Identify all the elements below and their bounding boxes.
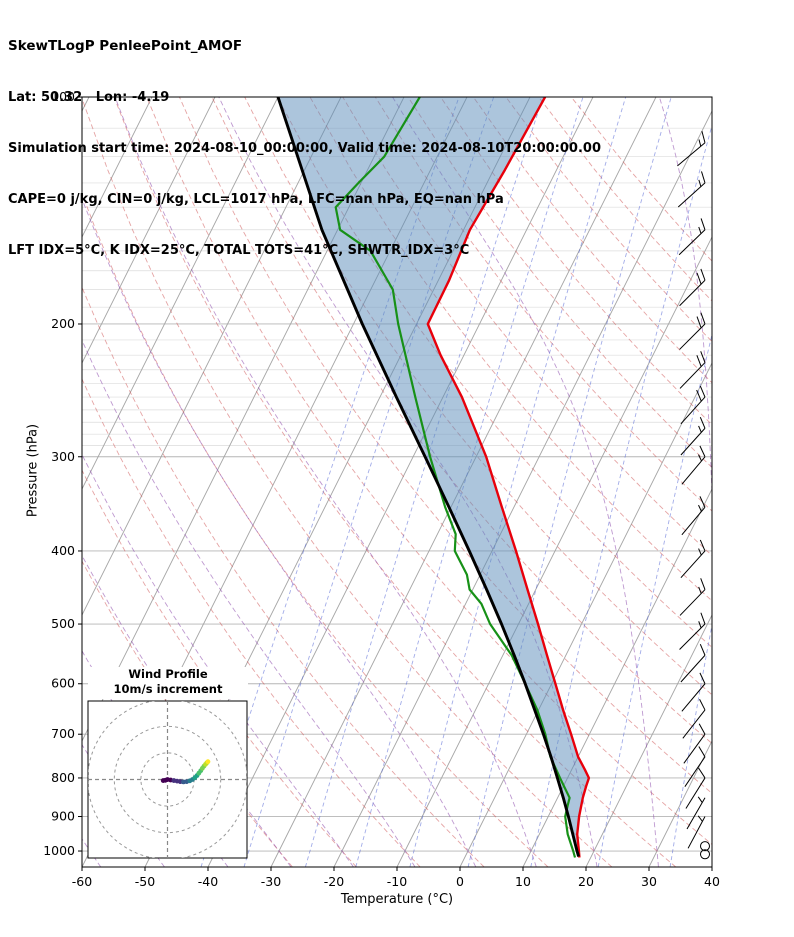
page-title: SkewTLogP PenleePoint_AMOF <box>8 38 243 54</box>
y-tick-label: 600 <box>51 676 75 691</box>
wind-barbs <box>677 131 710 860</box>
x-tick-label: 30 <box>641 874 657 889</box>
y-tick-label: 100 <box>51 89 75 104</box>
x-tick-label: -50 <box>135 874 155 889</box>
y-tick-label: 900 <box>51 809 75 824</box>
dewpoint-curve <box>334 97 577 858</box>
chart-header: SkewTLogP PenleePoint_AMOF Lat: 50.32 Lo… <box>8 4 601 293</box>
x-tick-label: 40 <box>704 874 720 889</box>
y-tick-label: 800 <box>51 770 75 785</box>
header-latlon: Lat: 50.32 Lon: -4.19 <box>8 90 170 105</box>
x-tick-label: -60 <box>72 874 92 889</box>
temperature-curve <box>426 97 591 858</box>
profile-curves <box>276 97 591 858</box>
x-tick-label: 0 <box>456 874 464 889</box>
hodograph-title: Wind Profile 10m/s increment <box>88 667 248 699</box>
x-tick-label: 20 <box>578 874 594 889</box>
y-tick-label: 500 <box>51 616 75 631</box>
hodograph-title-line1: Wind Profile <box>128 667 208 681</box>
x-tick-label: -20 <box>324 874 344 889</box>
y-tick-label: 1000 <box>43 843 75 858</box>
y-tick-label: 200 <box>51 316 75 331</box>
hodograph-title-line2: 10m/s increment <box>113 682 223 696</box>
x-tick-label: -40 <box>198 874 218 889</box>
cin-shaded-area <box>278 97 589 858</box>
axes: -60 -50 -40 -30 -20 -10 0 10 20 30 40 100 200 300 400 5… <box>43 89 720 889</box>
calm-wind-circle <box>700 841 710 852</box>
y-tick-label: 400 <box>51 543 75 558</box>
y-tick-label: 700 <box>51 726 75 741</box>
header-indices-1: CAPE=0 j/kg, CIN=0 j/kg, LCL=1017 hPa, L… <box>8 192 504 207</box>
header-times: Simulation start time: 2024-08-10_00:00:… <box>8 141 601 156</box>
parcel-curve <box>276 97 580 857</box>
calm-wind-circle <box>700 849 710 860</box>
y-tick-label: 300 <box>51 449 75 464</box>
hodograph-point <box>205 759 211 765</box>
x-axis-label: Temperature (°C) <box>340 892 454 907</box>
y-axis-label: Pressure (hPa) <box>25 423 41 518</box>
x-tick-label: 10 <box>515 874 531 889</box>
hodograph-inset <box>87 700 248 859</box>
x-tick-label: -10 <box>387 874 407 889</box>
header-indices-2: LFT IDX=5°C, K IDX=25°C, TOTAL TOTS=41°C… <box>8 243 470 258</box>
hodograph-ring <box>113 725 222 834</box>
x-tick-label: -30 <box>261 874 281 889</box>
